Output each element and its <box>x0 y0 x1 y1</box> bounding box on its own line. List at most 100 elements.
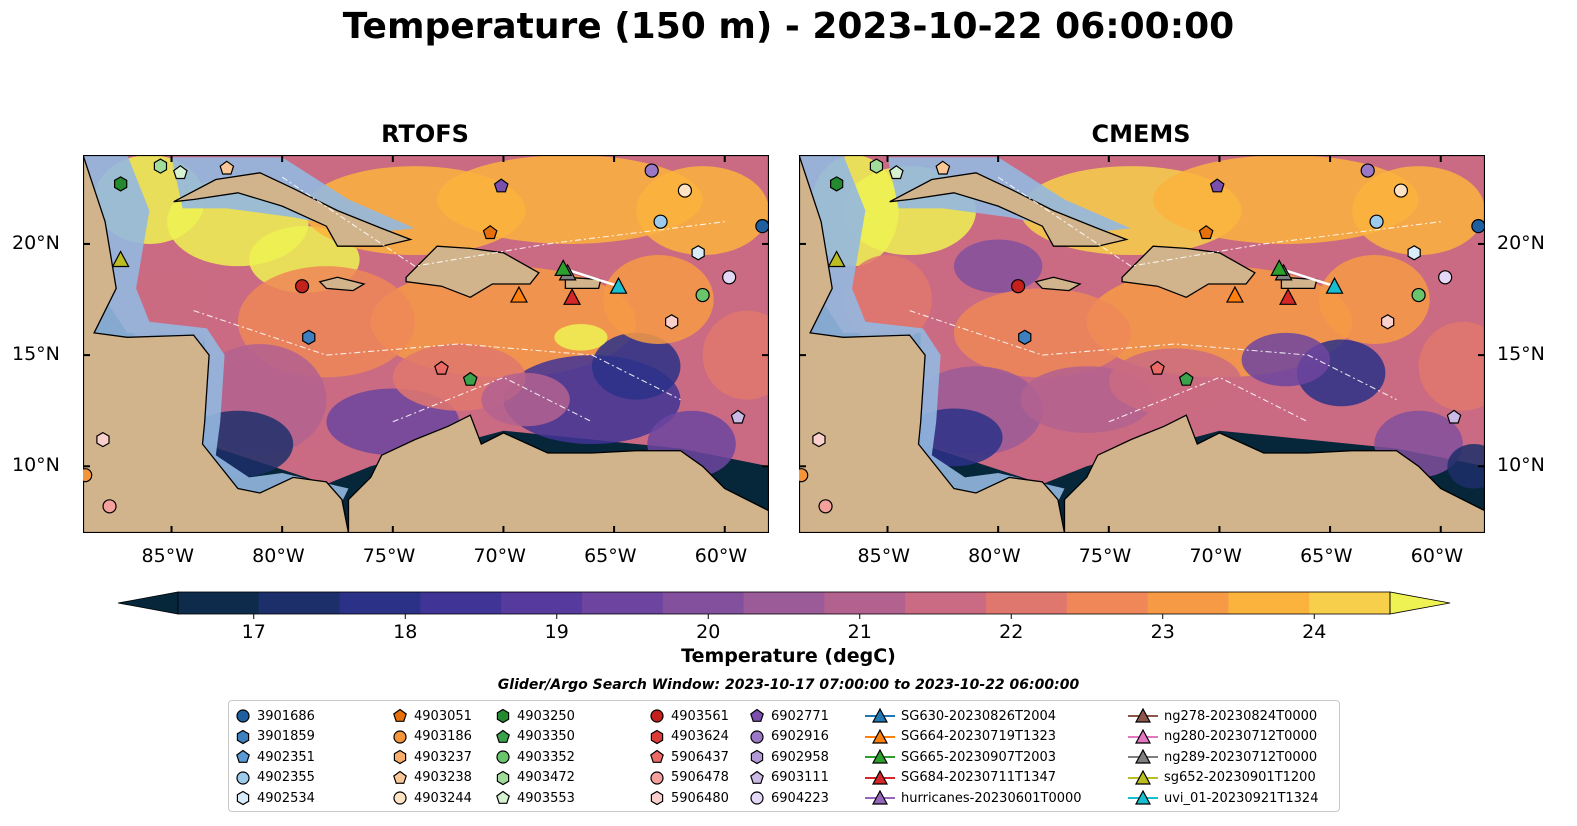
argo-float-marker <box>482 225 498 240</box>
temperature-field-rtofs-4 <box>437 155 703 244</box>
land-hispaniola-cmems <box>1121 245 1256 299</box>
temperature-field-rtofs-12 <box>591 332 681 400</box>
legend-item-label: SG630-20230826T2004 <box>901 708 1057 724</box>
argo-float-marker <box>755 219 769 234</box>
temperature-field-cmems-2 <box>953 239 1043 293</box>
colorbar-tick-label: 20 <box>696 621 720 643</box>
argo-float-marker <box>493 178 509 193</box>
legend-item: SG665-20230907T2003 <box>865 747 1056 767</box>
legend-item: 4903238 <box>392 768 472 788</box>
legend-item-label: 6902771 <box>771 708 829 724</box>
legend-item-label: 4903244 <box>414 790 472 806</box>
legend-item-label: 6902916 <box>771 729 829 744</box>
argo-float-marker <box>691 245 705 261</box>
triangle-marker-icon <box>1128 769 1158 785</box>
colorbar-segment <box>824 592 906 614</box>
pentagon-marker-icon <box>236 749 250 763</box>
temperature-field-rtofs-13 <box>554 323 608 351</box>
circle-marker-icon <box>236 770 250 785</box>
legend-item: ng278-20230824T0000 <box>1128 706 1317 726</box>
argo-float-marker <box>302 329 316 345</box>
colorbar-segment <box>420 592 502 614</box>
pentagon-marker-icon <box>496 790 510 804</box>
hexagon-marker-icon <box>496 770 510 785</box>
legend-item: 4903553 <box>495 788 575 808</box>
circle-marker-icon <box>393 791 407 805</box>
hexagon-marker-icon <box>236 790 250 806</box>
argo-float-marker <box>1178 371 1194 386</box>
argo-float-marker <box>1018 329 1032 345</box>
land-southAmerica-rtofs <box>347 414 769 533</box>
legend-item: 4903250 <box>495 706 575 726</box>
glider-marker <box>1270 259 1289 277</box>
boundary-line-cmems-2 <box>1108 376 1309 423</box>
legend-item-label: 3901859 <box>257 729 315 744</box>
argo-float-marker <box>1380 314 1395 330</box>
x-tick-label-cmems: 85°W <box>857 545 910 567</box>
map-panel-cmems[interactable] <box>799 155 1485 533</box>
legend: 3901686 3901859 4902351 4902355 4902534 49030… <box>228 700 1340 812</box>
legend-item: 4903244 <box>392 788 472 808</box>
pentagon-marker-icon <box>393 708 407 722</box>
legend-item-label: 4903472 <box>517 770 575 785</box>
boundary-line-cmems-1 <box>909 310 1397 401</box>
argo-float-marker <box>1198 225 1214 240</box>
colorbar-tick-label: 22 <box>999 621 1023 643</box>
pentagon-marker-icon <box>393 770 407 784</box>
y-tick-label-right: 10°N <box>1497 454 1545 477</box>
legend-item: 3901686 <box>235 706 315 726</box>
map-panel-rtofs[interactable] <box>83 155 769 533</box>
argo-float-marker <box>664 314 679 330</box>
legend-item-label: sg652-20230901T1200 <box>1164 770 1316 785</box>
legend-item: sg652-20230901T1200 <box>1128 768 1316 788</box>
panel-title-cmems: CMEMS <box>1091 120 1191 148</box>
legend-item-label: 4903186 <box>414 729 472 744</box>
pentagon-marker-icon <box>750 770 764 784</box>
colorbar-segment <box>1147 592 1229 614</box>
circle-marker-icon <box>393 729 407 744</box>
x-tick-label-rtofs: 65°W <box>584 545 637 567</box>
legend-item: 4903472 <box>495 768 575 788</box>
legend-item: hurricanes-20230601T0000 <box>865 788 1082 808</box>
argo-float-marker <box>294 279 310 294</box>
legend-item: 6902916 <box>749 727 829 747</box>
argo-float-marker <box>935 160 951 175</box>
legend-item: 4903186 <box>392 727 472 747</box>
hexagon-marker-icon <box>650 729 664 744</box>
legend-item-label: 5906437 <box>671 749 729 765</box>
legend-title: Glider/Argo Search Window: 2023-10-17 07… <box>497 677 1080 693</box>
argo-float-marker <box>677 183 693 198</box>
boundary-line-rtofs-1 <box>193 310 681 401</box>
boundary-line-cmems-0 <box>997 176 1441 267</box>
y-tick-label-left: 10°N <box>12 454 60 477</box>
argo-float-marker <box>644 163 659 178</box>
argo-float-marker <box>102 499 117 514</box>
legend-item-label: SG684-20230711T1347 <box>901 770 1057 785</box>
triangle-marker-icon <box>865 728 895 744</box>
legend-item-label: 4903350 <box>517 729 575 744</box>
colorbar-segment <box>258 592 341 614</box>
x-tick-label-rtofs: 75°W <box>362 545 416 567</box>
legend-item: 3901859 <box>235 727 315 747</box>
legend-item: 6903111 <box>749 768 829 788</box>
argo-float-marker <box>1407 245 1421 261</box>
argo-float-marker <box>722 270 737 285</box>
temperature-field-rtofs-5 <box>636 166 769 256</box>
x-tick-label-cmems: 75°W <box>1078 545 1132 567</box>
legend-item: ng289-20230712T0000 <box>1128 747 1317 767</box>
argo-float-marker <box>1150 360 1165 375</box>
colorbar-segment <box>986 592 1068 614</box>
circle-marker-icon <box>650 709 664 723</box>
argo-float-marker <box>1209 178 1225 193</box>
colorbar-tick-label: 19 <box>545 621 569 643</box>
legend-item: 4903561 <box>649 706 729 726</box>
temperature-field-rtofs-17 <box>702 310 769 400</box>
legend-item-label: ng280-20230712T0000 <box>1164 729 1318 744</box>
legend-item-label: SG664-20230719T1323 <box>901 729 1057 744</box>
hexagon-marker-icon <box>236 729 250 744</box>
x-tick-label-rtofs: 60°W <box>694 545 748 567</box>
triangle-marker-icon <box>1128 708 1158 723</box>
glider-track <box>562 267 619 288</box>
glider-marker <box>827 250 846 268</box>
argo-float-marker <box>153 158 168 174</box>
